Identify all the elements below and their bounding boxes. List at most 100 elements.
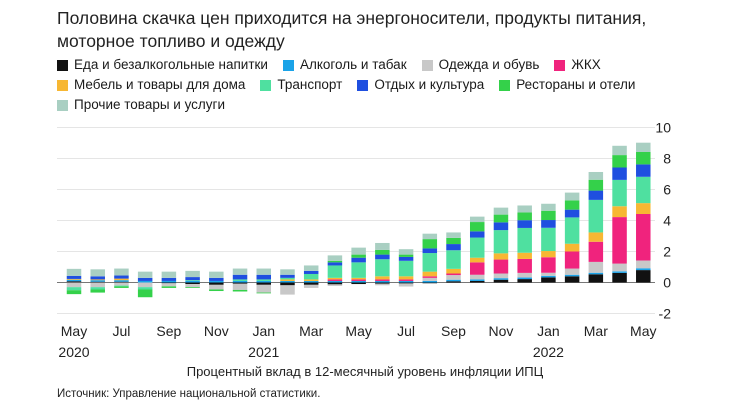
bar-segment bbox=[161, 280, 177, 283]
bar-segment bbox=[541, 220, 556, 228]
bar-segment bbox=[422, 253, 438, 272]
bar-segment bbox=[469, 222, 485, 232]
x-tick-label: Sep bbox=[441, 323, 466, 339]
bar-segment bbox=[303, 279, 319, 281]
bar-segment bbox=[209, 284, 224, 290]
bar-segment bbox=[327, 265, 343, 278]
bar-segment bbox=[66, 287, 82, 291]
bar-segment bbox=[398, 256, 414, 261]
bar-segment bbox=[185, 282, 200, 285]
x-tick-label: Sep bbox=[156, 323, 181, 339]
bar-segment bbox=[161, 286, 177, 288]
legend-label: Еда и безалкогольные напитки bbox=[74, 57, 268, 72]
bar-segment bbox=[446, 244, 461, 251]
bar-segment bbox=[137, 277, 153, 281]
bar-segment bbox=[398, 282, 414, 284]
bar-segment bbox=[493, 222, 509, 231]
legend-label: Одежда и обувь bbox=[438, 57, 540, 72]
bar-segment bbox=[541, 203, 556, 211]
legend-row: Мебель и товары для дома Транспорт Отдых и… bbox=[57, 75, 717, 95]
bar-segment bbox=[209, 280, 224, 283]
bar-segment bbox=[351, 254, 366, 258]
legend-item: Транспорт bbox=[260, 75, 342, 95]
bar-segment bbox=[303, 282, 319, 285]
bar-segment bbox=[398, 279, 414, 281]
bar-segment bbox=[517, 220, 532, 228]
bar-segment bbox=[636, 260, 651, 269]
bar-segment bbox=[422, 276, 438, 278]
bar-segment bbox=[90, 281, 105, 283]
bar-segment bbox=[185, 287, 200, 288]
bar-segment bbox=[137, 271, 153, 278]
bar-segment bbox=[636, 203, 651, 214]
legend-item: Рестораны и отели bbox=[499, 75, 635, 95]
bar-segment bbox=[398, 276, 414, 280]
bar-segment bbox=[161, 283, 177, 287]
bar-segment bbox=[137, 280, 153, 283]
bar-segment bbox=[541, 275, 556, 278]
legend-item: Отдых и культура bbox=[357, 75, 484, 95]
bar-segment bbox=[66, 290, 82, 295]
bar-segment bbox=[90, 280, 105, 282]
bar-segment bbox=[493, 259, 509, 274]
bar-segment bbox=[327, 282, 343, 285]
legend-swatch bbox=[357, 79, 369, 91]
bar-segment bbox=[564, 268, 580, 275]
bar-segment bbox=[636, 142, 651, 152]
bar-segment bbox=[209, 282, 224, 285]
bar-segment bbox=[517, 277, 532, 280]
bar-segment bbox=[375, 249, 390, 255]
bar-segment bbox=[612, 263, 627, 272]
bar-segment bbox=[469, 274, 485, 280]
bar-segment bbox=[256, 282, 272, 285]
bar-segment bbox=[303, 270, 319, 274]
legend-swatch bbox=[421, 59, 433, 71]
bar-segment bbox=[351, 280, 366, 283]
bar-segment bbox=[636, 213, 651, 261]
bar-segment bbox=[327, 284, 343, 286]
bar-segment bbox=[541, 257, 556, 273]
bar-segment bbox=[232, 279, 248, 281]
bar-segment bbox=[185, 280, 200, 281]
bar-segment bbox=[422, 280, 438, 283]
bar-segment bbox=[588, 261, 604, 273]
bar-segment bbox=[137, 287, 153, 290]
bar-segment bbox=[446, 275, 461, 280]
bar-segment bbox=[66, 281, 82, 283]
bar-segment bbox=[564, 217, 580, 244]
x-tick-year: 2020 bbox=[58, 344, 89, 360]
bar-segment bbox=[398, 254, 414, 257]
legend-swatch bbox=[554, 59, 566, 71]
bar-segment bbox=[493, 230, 509, 254]
bar-segment bbox=[612, 155, 627, 168]
bar-segment bbox=[66, 275, 82, 279]
bar-segment bbox=[114, 281, 129, 283]
legend-label: Алкоголь и табак bbox=[299, 57, 407, 72]
bar-segment bbox=[588, 179, 604, 191]
bar-segment bbox=[541, 251, 556, 258]
bar-segment bbox=[636, 270, 651, 283]
bar-segment bbox=[351, 282, 366, 285]
x-tick-label: Nov bbox=[204, 323, 229, 339]
bar-segment bbox=[612, 272, 627, 283]
bar-segment bbox=[351, 247, 366, 255]
x-tick-label: May bbox=[345, 323, 371, 339]
bar-segment bbox=[327, 280, 343, 283]
y-tick-label: 0 bbox=[663, 275, 671, 291]
bar-segment bbox=[232, 280, 248, 283]
bar-segment bbox=[422, 248, 438, 254]
bar-segment bbox=[256, 292, 272, 294]
bar-segment bbox=[469, 280, 485, 283]
bar-segment bbox=[446, 279, 461, 282]
bar-segment bbox=[517, 279, 532, 283]
legend-item: Еда и безалкогольные напитки bbox=[57, 55, 268, 75]
bar-segment bbox=[351, 257, 366, 263]
bar-segment bbox=[636, 176, 651, 204]
bar-segment bbox=[493, 214, 509, 223]
bar-segment bbox=[375, 254, 390, 260]
bar-segment bbox=[303, 265, 319, 271]
legend-item: Прочие товары и услуги bbox=[57, 95, 225, 115]
legend-label: Отдых и культура bbox=[374, 77, 485, 92]
bar-segment bbox=[588, 232, 604, 242]
legend-swatch bbox=[57, 99, 68, 111]
